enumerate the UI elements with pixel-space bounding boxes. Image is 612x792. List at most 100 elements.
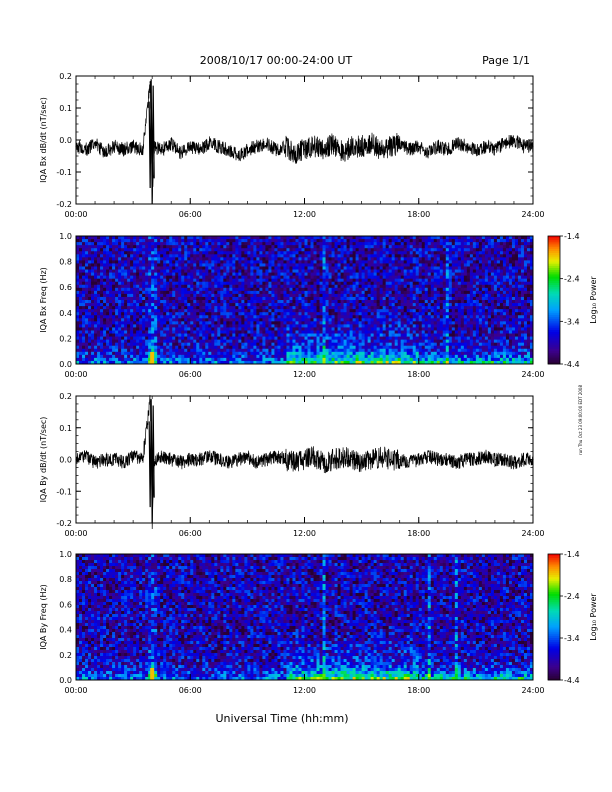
heatmap-cell	[178, 342, 182, 347]
heatmap-cell	[172, 324, 176, 328]
heatmap-cell	[346, 339, 350, 344]
heatmap-cell	[364, 357, 369, 362]
heatmap-cell	[130, 269, 134, 273]
heatmap-cell	[358, 269, 363, 273]
heatmap-cell	[373, 296, 378, 301]
heatmap-cell	[241, 360, 245, 365]
heatmap-cell	[187, 281, 191, 286]
heatmap-cell	[130, 306, 134, 310]
heatmap-cell	[322, 245, 326, 249]
heatmap-cell	[238, 348, 242, 353]
heatmap-cell	[268, 242, 272, 246]
heatmap-cell	[79, 257, 83, 261]
heatmap-cell	[364, 312, 369, 316]
heatmap-cell	[157, 312, 161, 316]
heatmap-cell	[181, 236, 185, 240]
heatmap-cell	[271, 245, 275, 249]
heatmap-cell	[121, 266, 125, 270]
x-tick-label: 18:00	[407, 370, 430, 379]
heatmap-cell	[325, 287, 329, 292]
heatmap-cell	[94, 312, 98, 316]
heatmap-cell	[307, 300, 311, 304]
heatmap-cell	[391, 251, 396, 255]
heatmap-cell	[343, 339, 347, 344]
heatmap-cell	[250, 284, 254, 289]
heatmap-cell	[232, 242, 236, 246]
heatmap-cell	[109, 321, 113, 325]
heatmap-cell	[175, 296, 179, 301]
heatmap-cell	[367, 333, 372, 337]
heatmap-cell	[250, 324, 254, 328]
heatmap-cell	[187, 360, 191, 365]
heatmap-cell	[274, 354, 278, 359]
heatmap-cell	[265, 357, 269, 362]
heatmap-cell	[106, 248, 110, 252]
heatmap-cell	[379, 275, 384, 280]
data-point	[389, 145, 391, 147]
heatmap-cell	[265, 336, 269, 341]
heatmap-cell	[79, 312, 83, 316]
heatmap-cell	[319, 339, 323, 344]
heatmap-cell	[292, 251, 296, 255]
heatmap-cell	[343, 296, 347, 301]
heatmap-cell	[118, 357, 122, 362]
heatmap-cell	[367, 245, 372, 249]
heatmap-cell	[247, 345, 251, 350]
heatmap-cell	[190, 306, 194, 310]
heatmap-cell	[373, 354, 378, 359]
heatmap-cell	[220, 345, 224, 350]
heatmap-cell	[253, 342, 257, 347]
heatmap-cell	[376, 327, 381, 331]
heatmap-cell	[160, 351, 164, 356]
heatmap-cell	[388, 257, 393, 261]
heatmap-cell	[211, 318, 215, 322]
heatmap-cell	[349, 284, 354, 289]
heatmap-cell	[88, 321, 92, 325]
heatmap-cell	[169, 278, 173, 283]
heatmap-cell	[238, 254, 242, 258]
heatmap-cell	[244, 284, 248, 289]
heatmap-cell	[400, 303, 405, 307]
heatmap-cell	[226, 251, 230, 255]
heatmap-cell	[109, 333, 113, 337]
heatmap-cell	[406, 348, 411, 353]
heatmap-cell	[124, 260, 128, 264]
heatmap-cell	[307, 278, 311, 283]
heatmap-cell	[322, 266, 326, 270]
heatmap-cell	[82, 300, 86, 304]
heatmap-cell	[133, 303, 137, 307]
heatmap-cell	[379, 357, 384, 362]
heatmap-cell	[328, 254, 332, 258]
heatmap-cell	[391, 330, 396, 334]
heatmap-cell	[376, 354, 381, 359]
heatmap-cell	[199, 296, 203, 301]
heatmap-cell	[118, 287, 122, 292]
heatmap-cell	[346, 242, 350, 246]
heatmap-cell	[100, 293, 104, 298]
heatmap-cell	[229, 354, 233, 359]
heatmap-cell	[226, 345, 230, 350]
heatmap-cell	[319, 324, 323, 328]
heatmap-cell	[304, 303, 308, 307]
heatmap-cell	[112, 251, 116, 255]
heatmap-cell	[349, 330, 354, 334]
heatmap-cell	[151, 318, 155, 322]
heatmap-cell	[157, 290, 161, 295]
heatmap-cell	[187, 309, 191, 313]
heatmap-cell	[229, 336, 233, 341]
heatmap-cell	[367, 257, 372, 261]
heatmap-cell	[160, 278, 164, 283]
heatmap-cell	[376, 260, 381, 264]
heatmap-cell	[361, 281, 366, 286]
heatmap-cell	[262, 300, 266, 304]
heatmap-cell	[127, 354, 131, 359]
heatmap-cell	[229, 239, 233, 243]
heatmap-cell	[208, 357, 212, 362]
heatmap-cell	[175, 248, 179, 252]
heatmap-cell	[316, 357, 320, 362]
heatmap-cell	[253, 284, 257, 289]
heatmap-cell	[277, 236, 281, 240]
heatmap-cell	[115, 290, 119, 295]
heatmap-cell	[370, 242, 375, 246]
heatmap-cell	[103, 336, 107, 341]
